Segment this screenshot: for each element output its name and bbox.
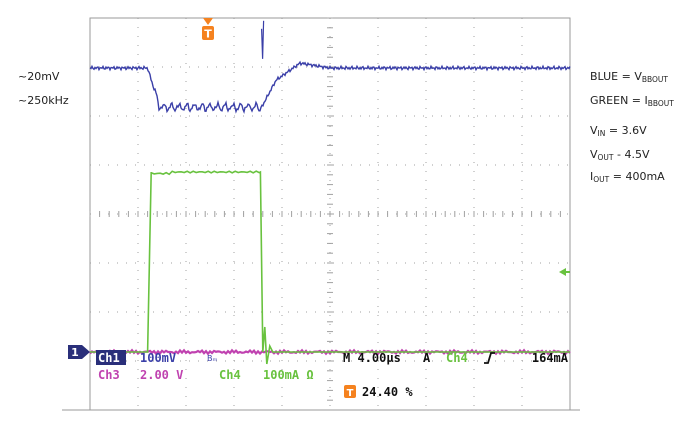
trace-layer <box>89 20 571 365</box>
readout-row-3: T 24.40 % <box>344 385 413 399</box>
legend-blue: BLUE = VBBOUT <box>590 70 669 84</box>
ripple-frequency-annotation: ~250kHz <box>18 94 69 107</box>
iout-condition: IOUT = 400mA <box>590 170 665 184</box>
readout-row-2: Ch3 2.00 V Ch4 100mA Ω <box>98 368 314 382</box>
ch4-label: Ch4 <box>219 368 241 382</box>
acquisition-mode: A <box>423 351 431 365</box>
svg-text:T: T <box>347 388 354 399</box>
trigger-position-marker: T <box>202 18 214 41</box>
ch1-label: Ch1 <box>98 351 120 365</box>
trigger-level-marker <box>559 268 570 276</box>
bandwidth-limit-mark: Bₘ <box>207 354 217 363</box>
timebase: M 4.00µs <box>343 351 401 365</box>
ch4-trace <box>90 170 570 365</box>
ripple-amplitude-annotation: ~20mV <box>18 70 60 83</box>
graticule-grid <box>89 17 570 410</box>
trigger-level: 164mA <box>532 351 569 365</box>
vout-condition: VOUT - 4.5V <box>590 148 650 162</box>
ch3-scale: 2.00 V <box>140 368 183 382</box>
ch1-release-spike <box>261 20 265 59</box>
ch3-trace <box>89 348 571 356</box>
legend-green: GREEN = IBBOUT <box>590 94 674 108</box>
rising-edge-icon <box>484 352 495 364</box>
svg-text:T: T <box>204 28 212 41</box>
ch1-ground-marker: 1 <box>68 345 90 359</box>
readout-row-1: Ch1 100mV Bₘ M 4.00µs A Ch4 164mA <box>96 350 569 365</box>
vin-condition: VIN = 3.6V <box>590 124 647 138</box>
ch1-trace <box>89 60 571 115</box>
svg-text:1: 1 <box>71 346 79 359</box>
trigger-position-value: 24.40 % <box>362 385 413 399</box>
ch4-scale: 100mA Ω <box>263 368 314 382</box>
trigger-source: Ch4 <box>446 351 468 365</box>
ch1-scale: 100mV <box>140 351 176 365</box>
ch3-label: Ch3 <box>98 368 120 382</box>
